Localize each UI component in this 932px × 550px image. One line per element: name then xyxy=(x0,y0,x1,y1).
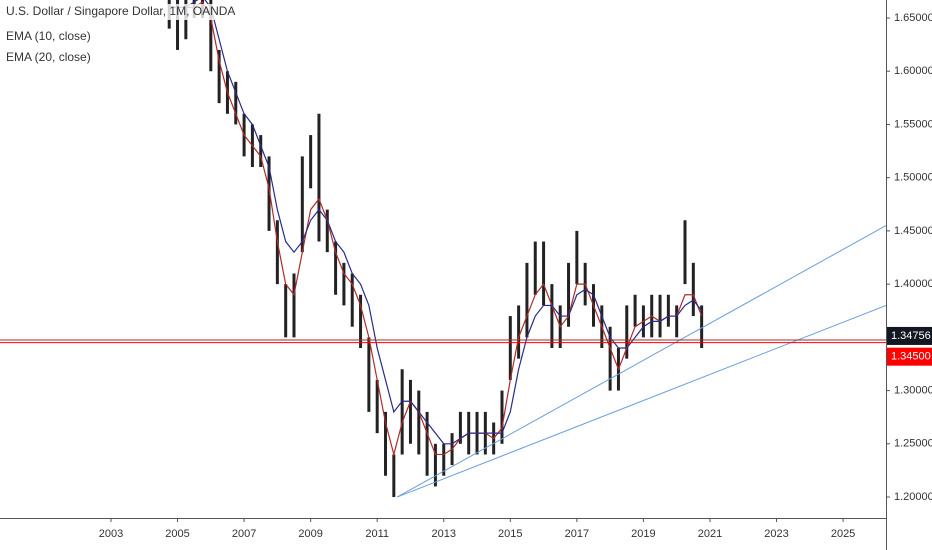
price-label-bg xyxy=(887,326,932,345)
price-label: 1.34500 xyxy=(891,351,931,363)
x-tick-label: 2011 xyxy=(365,528,389,540)
x-tick-label: 2005 xyxy=(165,528,189,540)
y-tick-label: 1.20000 xyxy=(894,491,932,503)
y-tick-label: 1.30000 xyxy=(894,384,932,396)
ema-line xyxy=(169,1,703,457)
y-tick-label: 1.55000 xyxy=(894,118,932,130)
x-tick-label: 2013 xyxy=(432,528,456,540)
ema-line xyxy=(169,0,703,445)
y-tick-label: 1.60000 xyxy=(894,65,932,77)
y-tick-label: 1.50000 xyxy=(894,172,932,184)
legend-bg xyxy=(0,4,218,20)
x-tick-label: 2017 xyxy=(565,528,589,540)
y-tick-label: 1.45000 xyxy=(894,225,932,237)
price-label-bg xyxy=(887,347,932,366)
x-tick-label: 2021 xyxy=(698,528,722,540)
y-tick-label: 1.25000 xyxy=(894,438,932,450)
x-tick-label: 2007 xyxy=(232,528,256,540)
chart-title: U.S. Dollar / Singapore Dollar, 1M, OAND… xyxy=(6,4,235,18)
x-tick-label: 2019 xyxy=(631,528,655,540)
legend-entry: EMA (10, close) xyxy=(6,29,91,43)
trendline xyxy=(396,225,886,498)
trendline xyxy=(396,304,886,498)
x-tick-label: 2023 xyxy=(764,528,788,540)
legend-entry: EMA (20, close) xyxy=(6,50,91,64)
x-tick-label: 2015 xyxy=(498,528,522,540)
x-tick-label: 2003 xyxy=(99,528,123,540)
plot xyxy=(167,0,886,498)
x-tick-label: 2009 xyxy=(298,528,322,540)
y-tick-label: 1.65000 xyxy=(894,12,932,24)
y-tick-label: 1.40000 xyxy=(894,278,932,290)
price-label: 1.34756 xyxy=(891,330,931,342)
x-tick-label: 2025 xyxy=(831,528,855,540)
